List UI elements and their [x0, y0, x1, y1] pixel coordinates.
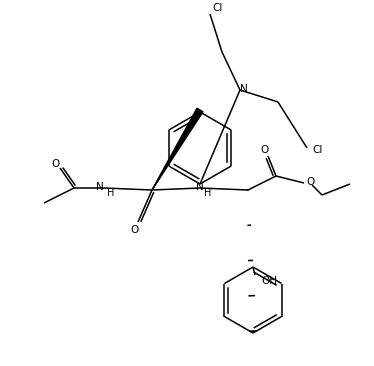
Text: OH: OH	[261, 276, 277, 286]
Text: O: O	[261, 145, 269, 155]
Text: H: H	[204, 188, 212, 198]
Text: Cl: Cl	[312, 145, 322, 155]
Text: O: O	[306, 177, 314, 187]
Text: Cl: Cl	[212, 3, 223, 13]
Text: H: H	[107, 188, 115, 198]
Text: N: N	[196, 182, 204, 192]
Text: O: O	[131, 225, 139, 235]
Text: N: N	[240, 84, 248, 94]
Text: N: N	[96, 182, 104, 192]
Text: O: O	[52, 159, 60, 169]
Polygon shape	[152, 108, 203, 190]
